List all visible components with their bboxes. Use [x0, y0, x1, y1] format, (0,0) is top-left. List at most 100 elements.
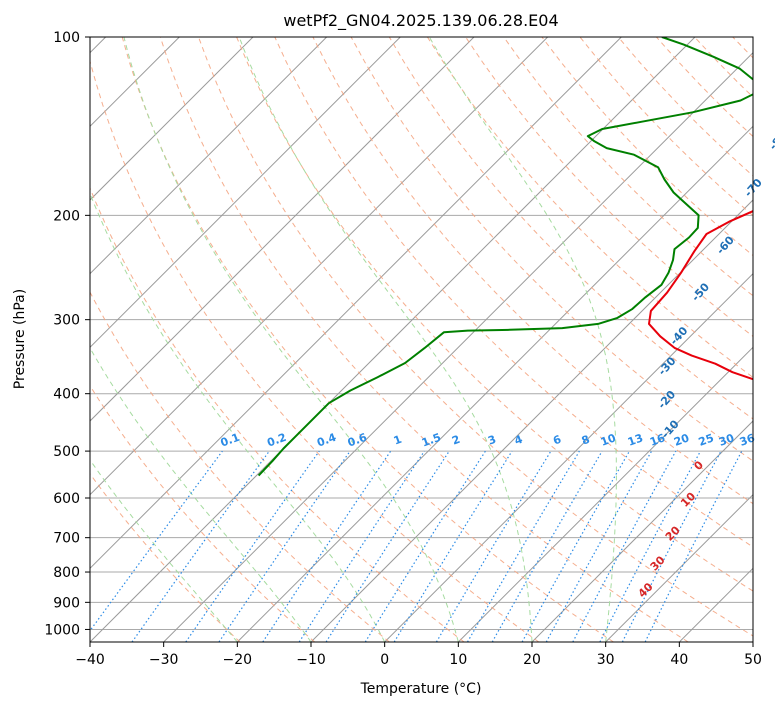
mixing-ratio-label: 4 [513, 433, 525, 448]
mixing-ratio-label: 10 [599, 431, 618, 449]
sounding-profiles [257, 37, 753, 477]
mixing-ratio-label: 1.5 [420, 431, 443, 450]
dry-adiabat-line [503, 37, 753, 297]
y-tick-label: 800 [53, 565, 80, 581]
dry-adiabat-line [90, 384, 316, 642]
moist-adiabat-line [428, 37, 617, 642]
x-tick-label: 50 [744, 652, 762, 668]
x-tick-label: −20 [223, 652, 253, 668]
dry-adiabat-line [312, 37, 753, 505]
x-tick-label: 30 [597, 652, 615, 668]
chart-title: wetPf2_GN04.2025.139.06.28.E04 [283, 11, 558, 31]
mixing-ratio-label: 0.6 [346, 431, 369, 450]
isotherm-line [236, 125, 753, 642]
dry-adiabat-line [350, 37, 753, 462]
mixing-ratio-label: 3 [486, 433, 498, 448]
mixing-ratio-lines [90, 450, 743, 642]
height-label: -80 [767, 129, 775, 153]
mixing-ratio-label: 0.1 [219, 431, 242, 450]
plot-content [90, 37, 775, 642]
isotherm-line [90, 37, 475, 422]
plot-area [90, 37, 753, 642]
dry-adiabat-line [236, 37, 753, 592]
isotherm-line [90, 37, 549, 496]
y-tick-label: 100 [53, 30, 80, 46]
isotherm-line [605, 493, 753, 642]
x-tick-label: −40 [75, 652, 105, 668]
moist-adiabat-line [90, 192, 386, 642]
isotherm-grid [90, 37, 753, 642]
dry-adiabat-line [388, 37, 753, 420]
dewpoint-profile [257, 37, 753, 477]
y-tick-label: 300 [53, 313, 80, 329]
y-tick-label: 1000 [44, 622, 80, 638]
mixing-ratio-label: 1 [392, 433, 404, 448]
dry-adiabat-line [90, 472, 241, 642]
x-tick-label: −10 [296, 652, 326, 668]
plot-frame [89, 36, 754, 643]
dry-adiabat-line [90, 291, 390, 642]
mixing-ratio-label: 30 [717, 431, 736, 449]
mixing-ratio-line [131, 450, 270, 642]
mixing-ratio-line [298, 450, 425, 642]
dry-adiabat-line [121, 37, 614, 642]
moist-adiabat-line [123, 37, 459, 642]
y-tick-label: 600 [53, 491, 80, 507]
isotherm-line [384, 272, 753, 642]
dry-adiabat-line [159, 37, 689, 642]
y-axis: 100 200 300 400 500 600 700 800 900 1000 [44, 30, 90, 638]
mixing-ratio-line [185, 450, 320, 642]
x-axis-label: Temperature (°C) [360, 681, 482, 697]
y-tick-label: 400 [53, 387, 80, 403]
mixing-ratio-label: 2 [450, 433, 462, 448]
y-tick-label: 200 [53, 208, 80, 224]
isotherm-line [90, 37, 328, 275]
mixing-ratio-line [521, 450, 631, 642]
isotherm-line [90, 37, 401, 349]
moist-adiabat-line [238, 37, 533, 642]
mixing-ratio-label: 16 [648, 431, 667, 449]
x-tick-label: 0 [380, 652, 389, 668]
dry-adiabat-line [771, 37, 775, 642]
mixing-ratio-line [393, 450, 513, 642]
dry-adiabat-line [198, 37, 753, 637]
mixing-ratio-line [644, 450, 743, 642]
isotherm-line [457, 346, 753, 642]
dry-adiabat-line [465, 37, 753, 338]
mixing-ratio-line [572, 450, 677, 642]
y-axis-label: Pressure (hPa) [12, 289, 28, 389]
mixing-ratio-label: 0.2 [265, 431, 288, 450]
mixing-ratio-label: 13 [626, 431, 645, 448]
x-tick-label: −30 [149, 652, 179, 668]
isobar-grid [90, 37, 753, 630]
dry-adiabat-line [90, 59, 540, 642]
x-tick-label: 20 [523, 652, 541, 668]
moist-adiabat-line [90, 347, 312, 642]
mixing-ratio-label: 36 [738, 431, 757, 449]
mixing-ratio-label: 0.4 [315, 431, 338, 450]
temperature-profile [648, 210, 753, 381]
mixing-ratio-line [218, 450, 351, 642]
y-tick-label: 700 [53, 531, 80, 547]
x-tick-label: 10 [449, 652, 467, 668]
mixing-ratio-label: 6 [551, 433, 563, 448]
isotherm-line [163, 51, 753, 642]
y-tick-label: 500 [53, 444, 80, 460]
isotherm-line [90, 37, 696, 642]
dry-adiabat-line [90, 186, 465, 642]
dry-adiabats [90, 37, 775, 642]
mixing-ratio-line [90, 450, 223, 632]
mixing-ratio-label: 8 [580, 433, 592, 448]
isotherm-line [90, 37, 254, 201]
x-axis: −40 −30 −20 −10 0 10 20 30 40 50 [75, 642, 762, 668]
dry-adiabat-line [274, 37, 753, 548]
isotherm-line [752, 641, 753, 642]
isotherm-line [310, 199, 753, 642]
moist-adiabat-line [90, 459, 238, 642]
mixing-ratio-label: 20 [672, 431, 691, 449]
mixing-ratio-line [262, 450, 392, 642]
moist-adiabats [90, 37, 617, 642]
y-tick-label: 900 [53, 595, 80, 611]
x-tick-label: 40 [670, 652, 688, 668]
